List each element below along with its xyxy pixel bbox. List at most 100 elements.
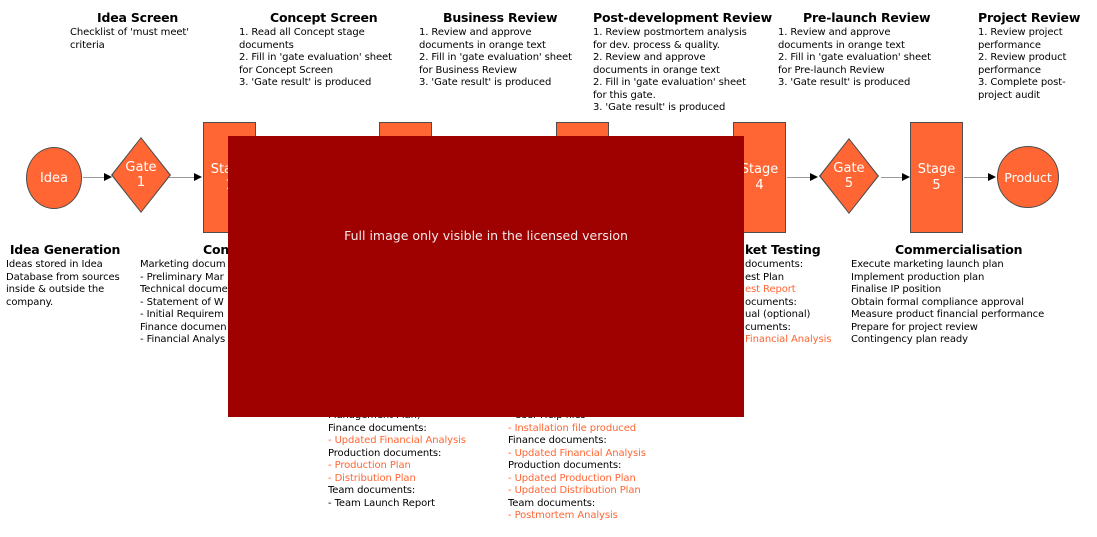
list-line: Financial Analysis — [745, 334, 832, 345]
list-line: for dev. process & quality. — [593, 39, 720, 51]
list-line: Implement production plan — [851, 271, 985, 283]
list-line: 1. Review project — [978, 27, 1063, 38]
description-list: Execute marketing launch plan Implement p… — [851, 259, 1091, 347]
list-line: 1. Read all Concept stage — [239, 27, 365, 38]
list-line: project audit — [978, 89, 1041, 101]
list-line: - Preliminary Mar — [140, 271, 224, 283]
list-line: 2. Review and approve — [593, 52, 706, 63]
list-line: Technical docume — [140, 284, 228, 295]
list-line: 3. Complete post- — [978, 77, 1066, 88]
arrowhead-icon — [810, 172, 818, 181]
list-line: Prepare for project review — [851, 321, 978, 333]
list-line: 3. 'Gate result' is produced — [419, 77, 552, 88]
list-line: company. — [6, 296, 54, 308]
gate-number: 1 — [136, 175, 146, 190]
column-title: ket Testing — [745, 242, 821, 257]
description-list: Management Plan)Finance documents:- Upda… — [328, 410, 478, 510]
gate-5-diamond: Gate 5 — [819, 138, 879, 214]
list-line: cuments: — [745, 321, 791, 333]
gate-word: Gate — [833, 161, 865, 176]
description-list: documents: est Plan est Report ocuments: ual… — [745, 259, 860, 347]
list-line: 1. Review and approve — [419, 27, 532, 38]
column-market-testing: ket Testing documents: est Plan est Report… — [745, 242, 860, 347]
list-line: - Updated Production Plan — [508, 472, 636, 484]
column-documents-right: - User Help files- Installation file pro… — [508, 410, 678, 523]
list-line: for Business Review — [419, 64, 517, 76]
stage-number: 4 — [755, 177, 764, 193]
list-line: 3. 'Gate result' is produced — [593, 102, 726, 113]
list-line: 2. Review product — [978, 52, 1067, 63]
arrowhead-icon — [194, 172, 202, 181]
connector-arrow — [964, 172, 996, 181]
column-idea-generation: Idea Generation Ideas stored in Idea Data… — [6, 242, 124, 309]
list-line: Marketing docum — [140, 259, 226, 270]
column-pre-launch-review: Pre-launch Review 1. Review and approve d… — [778, 10, 952, 90]
column-title: Idea Screen — [97, 10, 179, 25]
list-line: ocuments: — [745, 296, 797, 308]
list-line: Finance documents: — [328, 422, 427, 434]
list-line: for Concept Screen — [239, 64, 334, 76]
column-title: Pre-launch Review — [803, 10, 931, 25]
list-line: documents in orange text — [593, 64, 720, 76]
list-line: 3. 'Gate result' is produced — [778, 77, 911, 88]
checklist: 1. Review and approve documents in orange… — [778, 27, 952, 90]
list-line: ual (optional) — [745, 309, 811, 320]
stage-number: 5 — [932, 177, 941, 193]
connector-arrow — [169, 172, 202, 181]
column-title: Concept Screen — [270, 10, 378, 25]
list-line: Contingency plan ready — [851, 334, 968, 345]
column-concept-screen: Concept Screen 1. Read all Concept stage… — [239, 10, 406, 90]
list-line: Ideas stored in Idea — [6, 259, 103, 270]
gate-1-label: Gate 1 — [111, 137, 171, 213]
checklist: 1. Review and approve documents in orange… — [419, 27, 587, 90]
gate-5-label: Gate 5 — [819, 138, 879, 214]
list-line: Measure product financial performance — [851, 309, 1045, 320]
column-title: Project Review — [978, 10, 1081, 25]
watermark-text: Full image only visible in the licensed … — [344, 228, 628, 243]
list-line: documents — [239, 39, 294, 51]
column-idea-screen: Idea Screen Checklist of 'must meet' crit… — [70, 10, 206, 52]
list-line: Finalise IP position — [851, 284, 942, 295]
list-line: 1. Review postmortem analysis — [593, 27, 747, 38]
arrowhead-icon — [902, 172, 910, 181]
column-title: Con — [203, 242, 230, 257]
product-circle: Product — [997, 146, 1059, 208]
column-title: Post-development Review — [593, 10, 772, 25]
watermark-overlay: Full image only visible in the licensed … — [228, 136, 744, 417]
column-business-review: Business Review 1. Review and approve doc… — [419, 10, 587, 90]
column-title: Idea Generation — [9, 242, 121, 257]
list-line: - Production Plan — [328, 460, 411, 471]
list-line: for Pre-launch Review — [778, 64, 885, 76]
list-line: - Distribution Plan — [328, 472, 416, 484]
idea-label: Idea — [39, 170, 69, 186]
gate-1-diamond: Gate 1 — [111, 137, 171, 213]
list-line: - Postmortem Analysis — [508, 510, 618, 521]
description-list: Marketing docum - Preliminary Mar Technica… — [140, 259, 290, 347]
column-title: Business Review — [443, 10, 558, 25]
description-list: Ideas stored in Idea Database from source… — [6, 259, 124, 309]
product-label: Product — [1004, 169, 1052, 185]
list-line: documents in orange text — [778, 39, 905, 51]
list-line: Finance documen — [140, 321, 227, 333]
list-line: 1. Review and approve — [778, 27, 891, 38]
list-line: Execute marketing launch plan — [851, 259, 1004, 270]
list-line: - Updated Distribution Plan — [508, 485, 641, 496]
list-line: criteria — [70, 39, 105, 51]
list-line: documents: — [745, 259, 804, 270]
list-line: for this gate. — [593, 89, 656, 101]
arrowhead-icon — [104, 172, 112, 181]
description-list: - User Help files- Installation file pro… — [508, 410, 678, 523]
checklist: 1. Review project performance 2. Review pr… — [978, 27, 1088, 102]
list-line: est Report — [745, 284, 796, 295]
column-project-review: Project Review 1. Review project performa… — [978, 10, 1088, 102]
stage-word: Stage — [740, 161, 779, 177]
list-line: inside & outside the — [6, 284, 105, 295]
column-documents-left: Management Plan)Finance documents:- Upda… — [328, 410, 478, 510]
list-line: Team documents: — [328, 485, 416, 496]
list-line: Production documents: — [328, 447, 442, 459]
checklist: 1. Review postmortem analysis for dev. pr… — [593, 27, 765, 115]
idea-circle: Idea — [26, 147, 82, 209]
list-line: 2. Fill in 'gate evaluation' sheet — [239, 52, 392, 63]
list-line: Checklist of 'must meet' — [70, 27, 189, 38]
